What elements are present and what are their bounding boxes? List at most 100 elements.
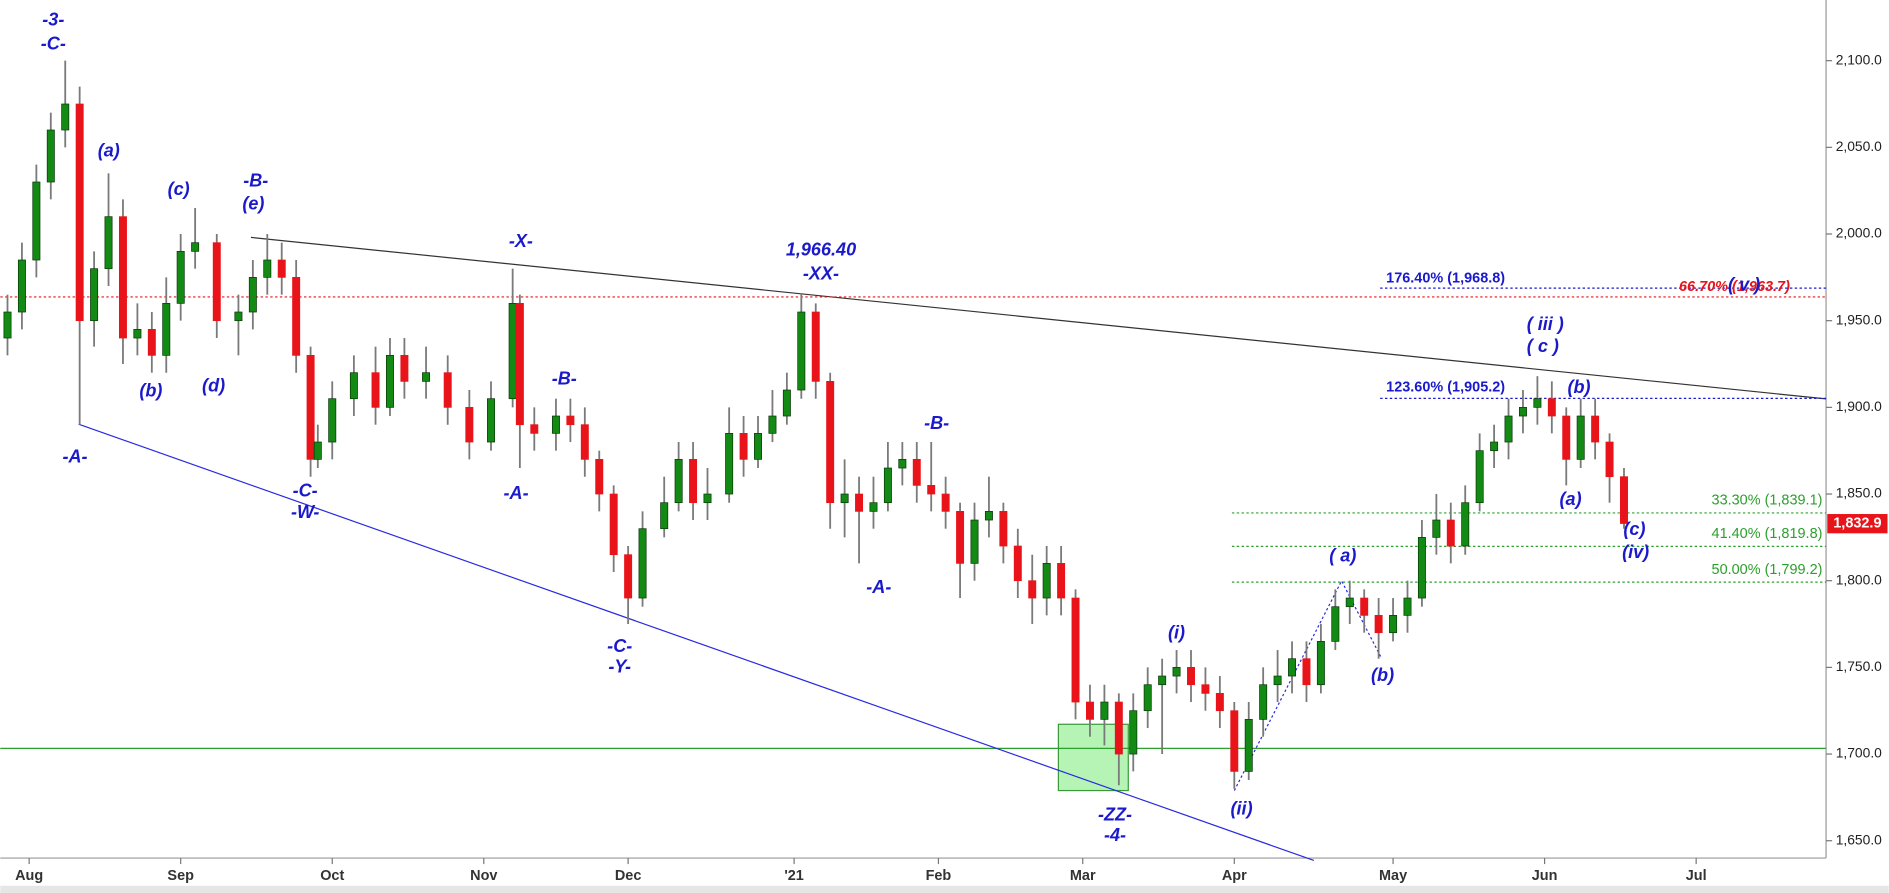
level-label: 66.70% (1,963.7) — [1679, 279, 1790, 295]
x-tick-label: Mar — [1070, 868, 1096, 884]
candle-body — [551, 415, 560, 434]
candle-body — [725, 432, 734, 495]
candle-body — [1576, 415, 1585, 460]
candle-body — [1201, 684, 1210, 694]
candle-body — [1114, 701, 1123, 755]
candle-body — [1475, 450, 1484, 504]
candle-body — [75, 103, 84, 322]
x-tick-label: '21 — [784, 868, 804, 884]
wave-label: (iv) — [1622, 542, 1649, 562]
candle-body — [638, 528, 647, 599]
candle-body — [1100, 701, 1109, 720]
candle-body — [1288, 658, 1297, 677]
candle-body — [1403, 597, 1412, 616]
wave-path — [1233, 579, 1382, 791]
candle-body — [1331, 606, 1340, 642]
candle-body — [1360, 597, 1369, 616]
candle-body — [422, 372, 431, 382]
lower-trendline — [78, 423, 1315, 862]
candle-body — [400, 354, 409, 382]
candle-body — [385, 354, 394, 408]
candle-body — [840, 493, 849, 504]
candle-body — [3, 311, 12, 339]
candle-body — [32, 181, 41, 261]
candle-body — [1028, 580, 1037, 599]
candle-body — [984, 511, 993, 521]
candle-body — [1129, 710, 1138, 755]
candle-body — [1490, 441, 1499, 452]
candle-body — [855, 493, 864, 512]
candle-body — [609, 493, 618, 556]
candle-body — [465, 406, 474, 443]
y-tick-label: 1,650.0 — [1836, 831, 1882, 847]
wave-label: -B- — [552, 368, 577, 388]
wave-label: (c) — [1623, 519, 1645, 539]
candle-body — [883, 467, 892, 504]
candle-body — [941, 493, 950, 512]
level-label: 50.00% (1,799.2) — [1712, 562, 1823, 578]
x-tick-label: Feb — [926, 868, 952, 884]
candle-body — [1273, 675, 1282, 686]
candle-body — [234, 311, 243, 322]
level-label: 176.40% (1,968.8) — [1386, 270, 1505, 286]
candle-body — [595, 458, 604, 495]
upper-trendline — [250, 236, 1827, 400]
y-tick-label: 1,850.0 — [1836, 485, 1882, 501]
candle-body — [1533, 398, 1542, 408]
candle-body — [1461, 502, 1470, 547]
candle-body — [263, 259, 272, 278]
last-price-label: 1,832.9 — [1833, 515, 1881, 531]
candle-body — [1071, 597, 1080, 703]
candle-body — [1389, 615, 1398, 634]
y-tick-label: 2,000.0 — [1836, 225, 1882, 241]
last-price-tag — [1827, 514, 1888, 534]
wave-label: -ZZ- — [1098, 805, 1132, 825]
x-tick-label: Sep — [167, 868, 194, 884]
candle-body — [292, 276, 301, 356]
candle-body — [515, 302, 524, 426]
candle-body — [1518, 406, 1527, 417]
candle-body — [1187, 667, 1195, 686]
wave-label: -W- — [291, 502, 319, 522]
candle-body — [1446, 519, 1455, 547]
candle-body — [443, 372, 452, 408]
wave-label: (a) — [98, 141, 120, 161]
candle-body — [674, 458, 683, 504]
candle-body — [248, 276, 257, 313]
candle-body — [1259, 684, 1268, 720]
wave-label: -Y- — [608, 656, 631, 676]
candle-body — [703, 493, 712, 504]
candle-body — [1158, 675, 1167, 686]
x-tick-label: May — [1379, 868, 1407, 884]
candle-body — [90, 268, 99, 322]
candle-body — [147, 328, 156, 356]
level-label: 33.30% (1,839.1) — [1712, 493, 1823, 509]
bottom-strip — [0, 885, 1889, 893]
candle-body — [1172, 667, 1181, 677]
candle-body — [898, 458, 907, 469]
wave-label: -XX- — [803, 264, 839, 284]
candle-body — [176, 250, 185, 304]
candle-body — [118, 216, 127, 339]
candle-body — [1143, 684, 1152, 712]
candle-body — [999, 511, 1008, 547]
wave-label: (ii) — [1231, 799, 1253, 819]
candle-body — [566, 415, 575, 426]
wave-label: -C- — [41, 33, 66, 53]
wave-label: (c) — [168, 179, 190, 199]
candle-body — [580, 424, 589, 460]
wave-label: -B- — [243, 171, 268, 191]
wave-label: -A- — [866, 577, 891, 597]
candle-body — [1547, 398, 1556, 417]
candle-body — [1374, 615, 1383, 634]
candle-body — [1620, 476, 1628, 524]
y-tick-label: 1,700.0 — [1836, 745, 1882, 761]
candle-body — [1057, 563, 1066, 599]
wave-label: -X- — [509, 231, 533, 251]
candle-body — [530, 424, 539, 434]
candle-body — [912, 458, 921, 486]
y-tick-label: 2,100.0 — [1836, 51, 1882, 67]
